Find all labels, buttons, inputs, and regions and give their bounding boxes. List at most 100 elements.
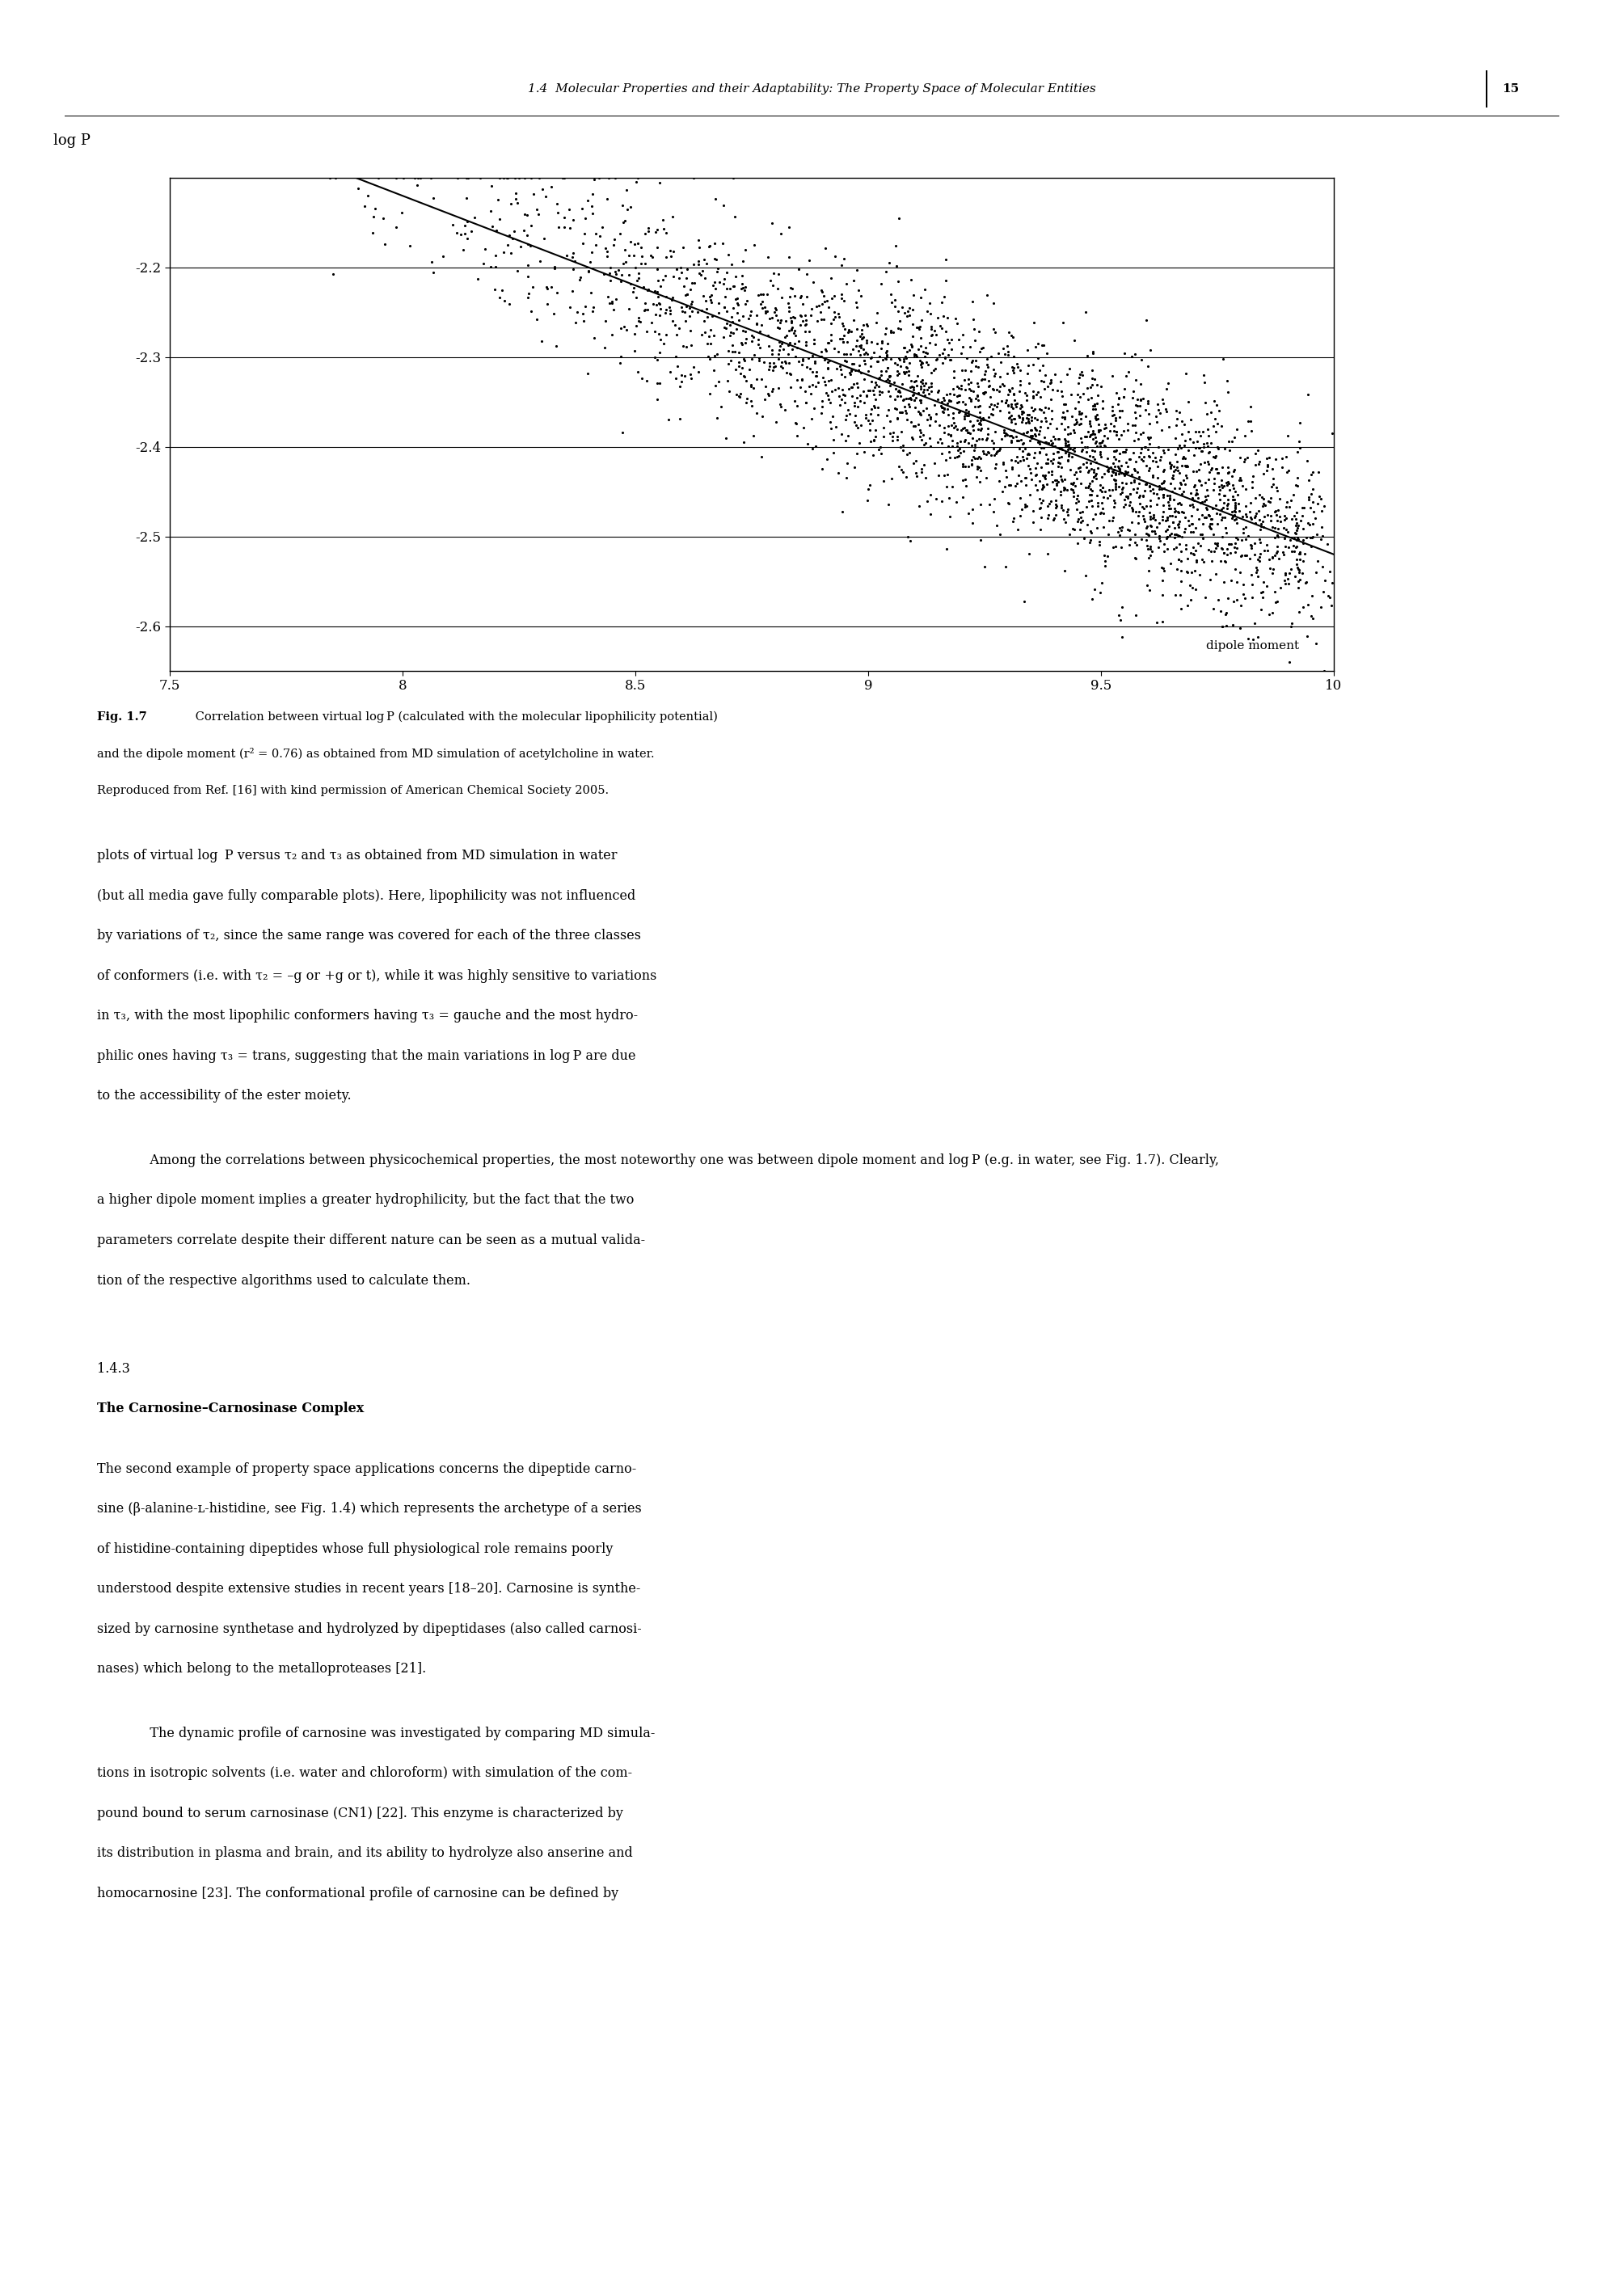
Point <box>1121 451 1147 488</box>
Point <box>999 348 1025 385</box>
Point <box>1203 527 1229 563</box>
Point <box>729 270 755 307</box>
Point <box>789 286 815 323</box>
Text: Fig. 1.7: Fig. 1.7 <box>97 712 146 724</box>
Point <box>1247 476 1273 513</box>
Point <box>1262 584 1288 621</box>
Point <box>987 360 1013 396</box>
Point <box>1090 490 1116 527</box>
Point <box>916 369 942 405</box>
Point <box>1028 485 1054 522</box>
Point <box>883 401 909 437</box>
Point <box>1044 433 1070 469</box>
Point <box>776 238 802 275</box>
Point <box>830 321 856 357</box>
Point <box>575 252 601 289</box>
Point <box>963 341 989 378</box>
Point <box>663 360 689 396</box>
Point <box>1078 582 1104 618</box>
Point <box>1286 540 1312 577</box>
Point <box>671 327 697 364</box>
Point <box>1121 424 1147 460</box>
Point <box>633 362 659 398</box>
Point <box>773 302 799 339</box>
Point <box>895 353 921 389</box>
Point <box>997 467 1023 504</box>
Point <box>1176 433 1202 469</box>
Point <box>749 437 775 474</box>
Point <box>1033 435 1059 472</box>
Point <box>775 284 801 321</box>
Point <box>1043 497 1069 534</box>
Point <box>1158 490 1184 527</box>
Point <box>931 380 957 417</box>
Point <box>1004 346 1030 382</box>
Point <box>872 362 898 398</box>
Point <box>961 389 987 426</box>
Point <box>739 387 765 424</box>
Point <box>984 508 1010 545</box>
Point <box>737 369 763 405</box>
Point <box>1187 463 1213 499</box>
Point <box>1166 540 1192 577</box>
Point <box>1187 556 1213 593</box>
Point <box>1161 508 1187 545</box>
Point <box>559 238 585 275</box>
Point <box>950 382 976 419</box>
Point <box>991 444 1017 481</box>
Point <box>1121 472 1147 508</box>
Point <box>1056 435 1082 472</box>
Point <box>1212 431 1237 467</box>
Point <box>648 268 674 305</box>
Point <box>932 389 958 426</box>
Point <box>1052 410 1078 447</box>
Point <box>1296 479 1322 515</box>
Point <box>1272 554 1298 591</box>
Point <box>518 293 544 330</box>
Point <box>1049 488 1075 524</box>
Point <box>953 392 979 428</box>
Point <box>898 380 924 417</box>
Point <box>1000 401 1026 437</box>
Point <box>1210 609 1236 646</box>
Point <box>495 218 521 254</box>
Point <box>512 160 538 197</box>
Point <box>1137 495 1163 531</box>
Point <box>1106 449 1132 485</box>
Point <box>503 181 529 218</box>
Point <box>1179 554 1205 591</box>
Point <box>1127 387 1153 424</box>
Point <box>1223 520 1249 556</box>
Point <box>965 440 991 476</box>
Point <box>890 431 916 467</box>
Point <box>1080 451 1106 488</box>
Point <box>913 389 939 426</box>
Point <box>1212 476 1237 513</box>
Point <box>1086 527 1112 563</box>
Point <box>888 451 914 488</box>
Point <box>1168 552 1194 589</box>
Point <box>1168 534 1194 570</box>
Point <box>750 344 776 380</box>
Point <box>1306 453 1332 490</box>
Point <box>747 339 773 376</box>
Point <box>1095 419 1121 456</box>
Point <box>955 449 981 485</box>
Point <box>1186 428 1212 465</box>
Point <box>1101 485 1127 522</box>
Point <box>1077 419 1103 456</box>
Point <box>1184 474 1210 511</box>
Point <box>869 323 895 360</box>
Point <box>1208 408 1234 444</box>
Point <box>887 339 913 376</box>
Point <box>541 250 567 286</box>
Point <box>840 350 866 387</box>
Point <box>752 289 778 325</box>
Point <box>1268 440 1294 476</box>
Point <box>1249 479 1275 515</box>
Point <box>1023 410 1049 447</box>
Point <box>989 472 1015 508</box>
Point <box>1208 490 1234 527</box>
Point <box>1203 451 1229 488</box>
Point <box>1031 389 1057 426</box>
